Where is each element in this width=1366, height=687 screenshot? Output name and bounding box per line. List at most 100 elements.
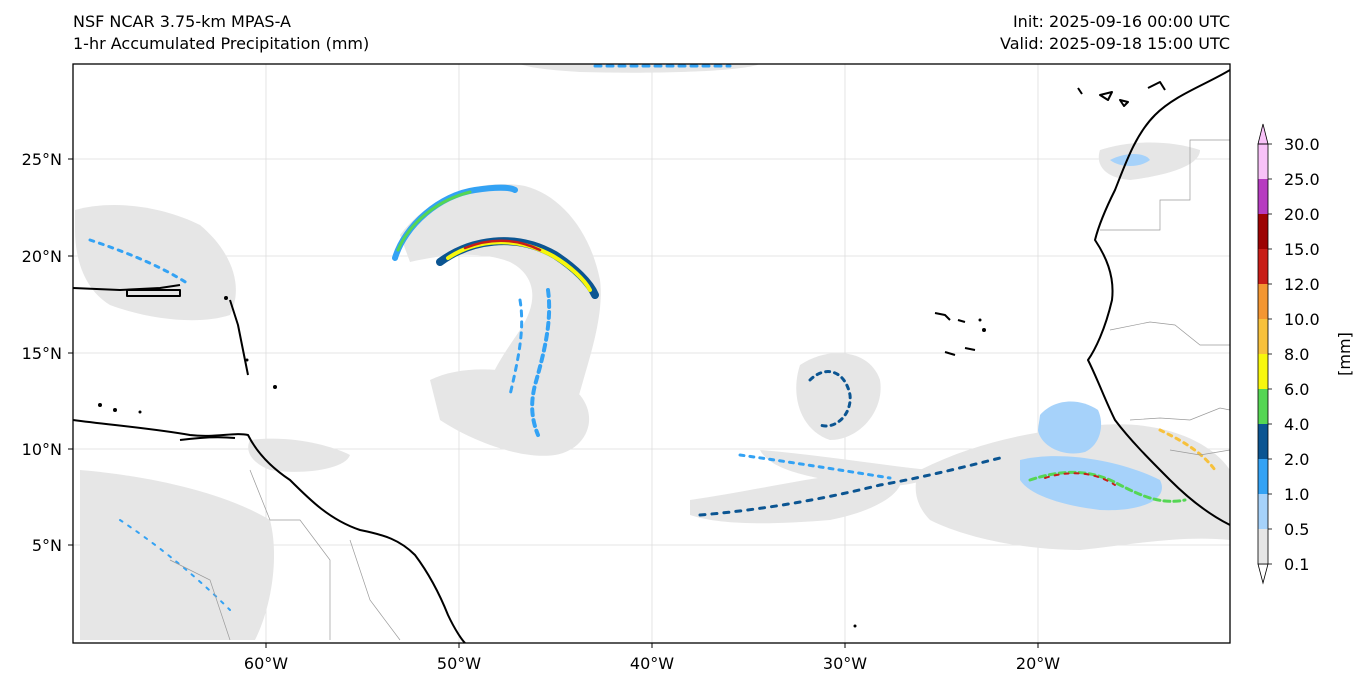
colorbar-level-label: 15.0 [1284,240,1320,259]
precip-band-itcz [698,456,1002,517]
colorbar-segment [1258,319,1268,354]
island-dot [224,296,228,300]
coast-canary-4 [1147,81,1166,91]
coast-cape-verde-2 [957,319,966,323]
lat-tick-label: 5°N [32,536,62,555]
colorbar-segment [1258,459,1268,494]
lon-tick-label: 60°W [244,654,288,673]
border-colombia [169,559,231,641]
precip-band-itcz-2 [738,453,892,480]
coast-cape-verde-4 [964,347,976,351]
valid-time: Valid: 2025-09-18 15:00 UTC [999,34,1230,53]
precip-area-south-america [80,470,275,640]
colorbar-labels: 0.1 0.5 1.0 2.0 4.0 6.0 8.0 10.0 12.0 15… [1284,135,1320,574]
island-dot [98,403,102,407]
coast-canary-3 [1119,99,1129,107]
precip-band-caribbean [88,238,192,287]
colorbar-level-label: 20.0 [1284,205,1320,224]
colorbar-segment [1258,179,1268,214]
colorbar: 0.1 0.5 1.0 2.0 4.0 6.0 8.0 10.0 12.0 15… [1257,123,1354,585]
precip-area-storm-south [430,369,590,456]
precip-area-north-strip [520,64,760,73]
precip-band-storm-south-2 [508,298,524,397]
precip-band-africa [1028,470,1187,503]
axis-ticks [68,158,1039,648]
precip-area-gulf-guinea [1020,456,1162,511]
lat-tick-label: 25°N [22,150,62,169]
colorbar-extend-min [1257,563,1269,585]
coast-south-america [73,419,466,643]
border-guyanas [349,539,401,641]
border-mali-mauritania [1109,321,1230,346]
colorbar-segment [1258,424,1268,459]
colorbar-unit-label: [mm] [1335,332,1354,376]
colorbar-level-label: 10.0 [1284,310,1320,329]
colorbar-segment [1258,529,1268,564]
precip-area-atlantic-cluster [796,353,881,440]
lon-tick-label: 20°W [1016,654,1060,673]
colorbar-segment [1258,249,1268,284]
colorbar-segment [1258,354,1268,389]
islands [98,296,986,628]
colorbar-level-label: 6.0 [1284,380,1309,399]
colorbar-level-label: 12.0 [1284,275,1320,294]
precip-band-south-america [119,519,231,611]
colorbar-segment [1258,494,1268,529]
precip-band-storm-outer-core [396,190,472,252]
colorbar-level-label: 25.0 [1284,170,1320,189]
border-venezuela [249,469,331,640]
island-dot [138,410,142,414]
precip-area-caribbean-south [248,438,350,472]
coast-west-africa [1087,69,1230,526]
island-dot [982,328,986,332]
model-title: NSF NCAR 3.75-km MPAS-A [73,12,291,31]
precip-band-guinea-coast [1158,428,1217,472]
lat-tick-label: 10°N [22,440,62,459]
colorbar-segment [1258,284,1268,319]
map-panel [73,64,1230,643]
political-borders [169,139,1230,641]
colorbar-level-label: 2.0 [1284,450,1309,469]
light-precip-areas [75,64,1230,640]
coast-puerto-rico [126,289,181,297]
colorbar-segment [1258,389,1268,424]
coast-cape-verde-1 [934,312,951,321]
precip-band-storm-inner-red [463,239,542,252]
colorbar-level-label: 0.5 [1284,520,1309,539]
lon-tick-label: 30°W [823,654,867,673]
island-dot [113,408,117,412]
coast-canary-1 [1077,87,1083,95]
lon-tick-label: 40°W [630,654,674,673]
border-senegal-guinea [1129,407,1230,421]
precip-area-caribbean-north [75,205,236,321]
colorbar-level-label: 4.0 [1284,415,1309,434]
colorbar-segments [1257,123,1269,585]
colorbar-level-label: 1.0 [1284,485,1309,504]
coast-canary-2 [1099,91,1113,101]
precip-band-atlantic-cluster [808,370,852,428]
lon-tick-label: 50°W [437,654,481,673]
border-western-sahara [1100,139,1230,231]
precip-area-storm-arc [400,184,601,430]
colorbar-level-label: 8.0 [1284,345,1309,364]
coast-cape-verde-3 [944,351,956,356]
coastlines [73,69,1230,643]
border-gulf-of-guinea [1169,449,1230,456]
colorbar-level-label: 0.1 [1284,555,1309,574]
field-title: 1-hr Accumulated Precipitation (mm) [73,34,370,53]
precip-area-canary [1098,142,1200,180]
lat-tick-label: 20°N [22,247,62,266]
precip-area-canary-blue [1110,154,1150,166]
strong-precip-bands [88,64,1217,611]
island-dot [273,385,277,389]
precip-area-senegal-lake [1038,401,1102,454]
colorbar-extend-max [1257,123,1269,145]
title-left: NSF NCAR 3.75-km MPAS-A 1-hr Accumulated… [73,11,369,55]
colorbar-segment [1258,214,1268,249]
title-right: Init: 2025-09-16 00:00 UTC Valid: 2025-0… [1000,11,1230,55]
island-dot [853,624,857,628]
island-dot [978,318,982,322]
medium-precip-areas [1020,154,1162,511]
precip-band-storm-south [530,288,552,437]
